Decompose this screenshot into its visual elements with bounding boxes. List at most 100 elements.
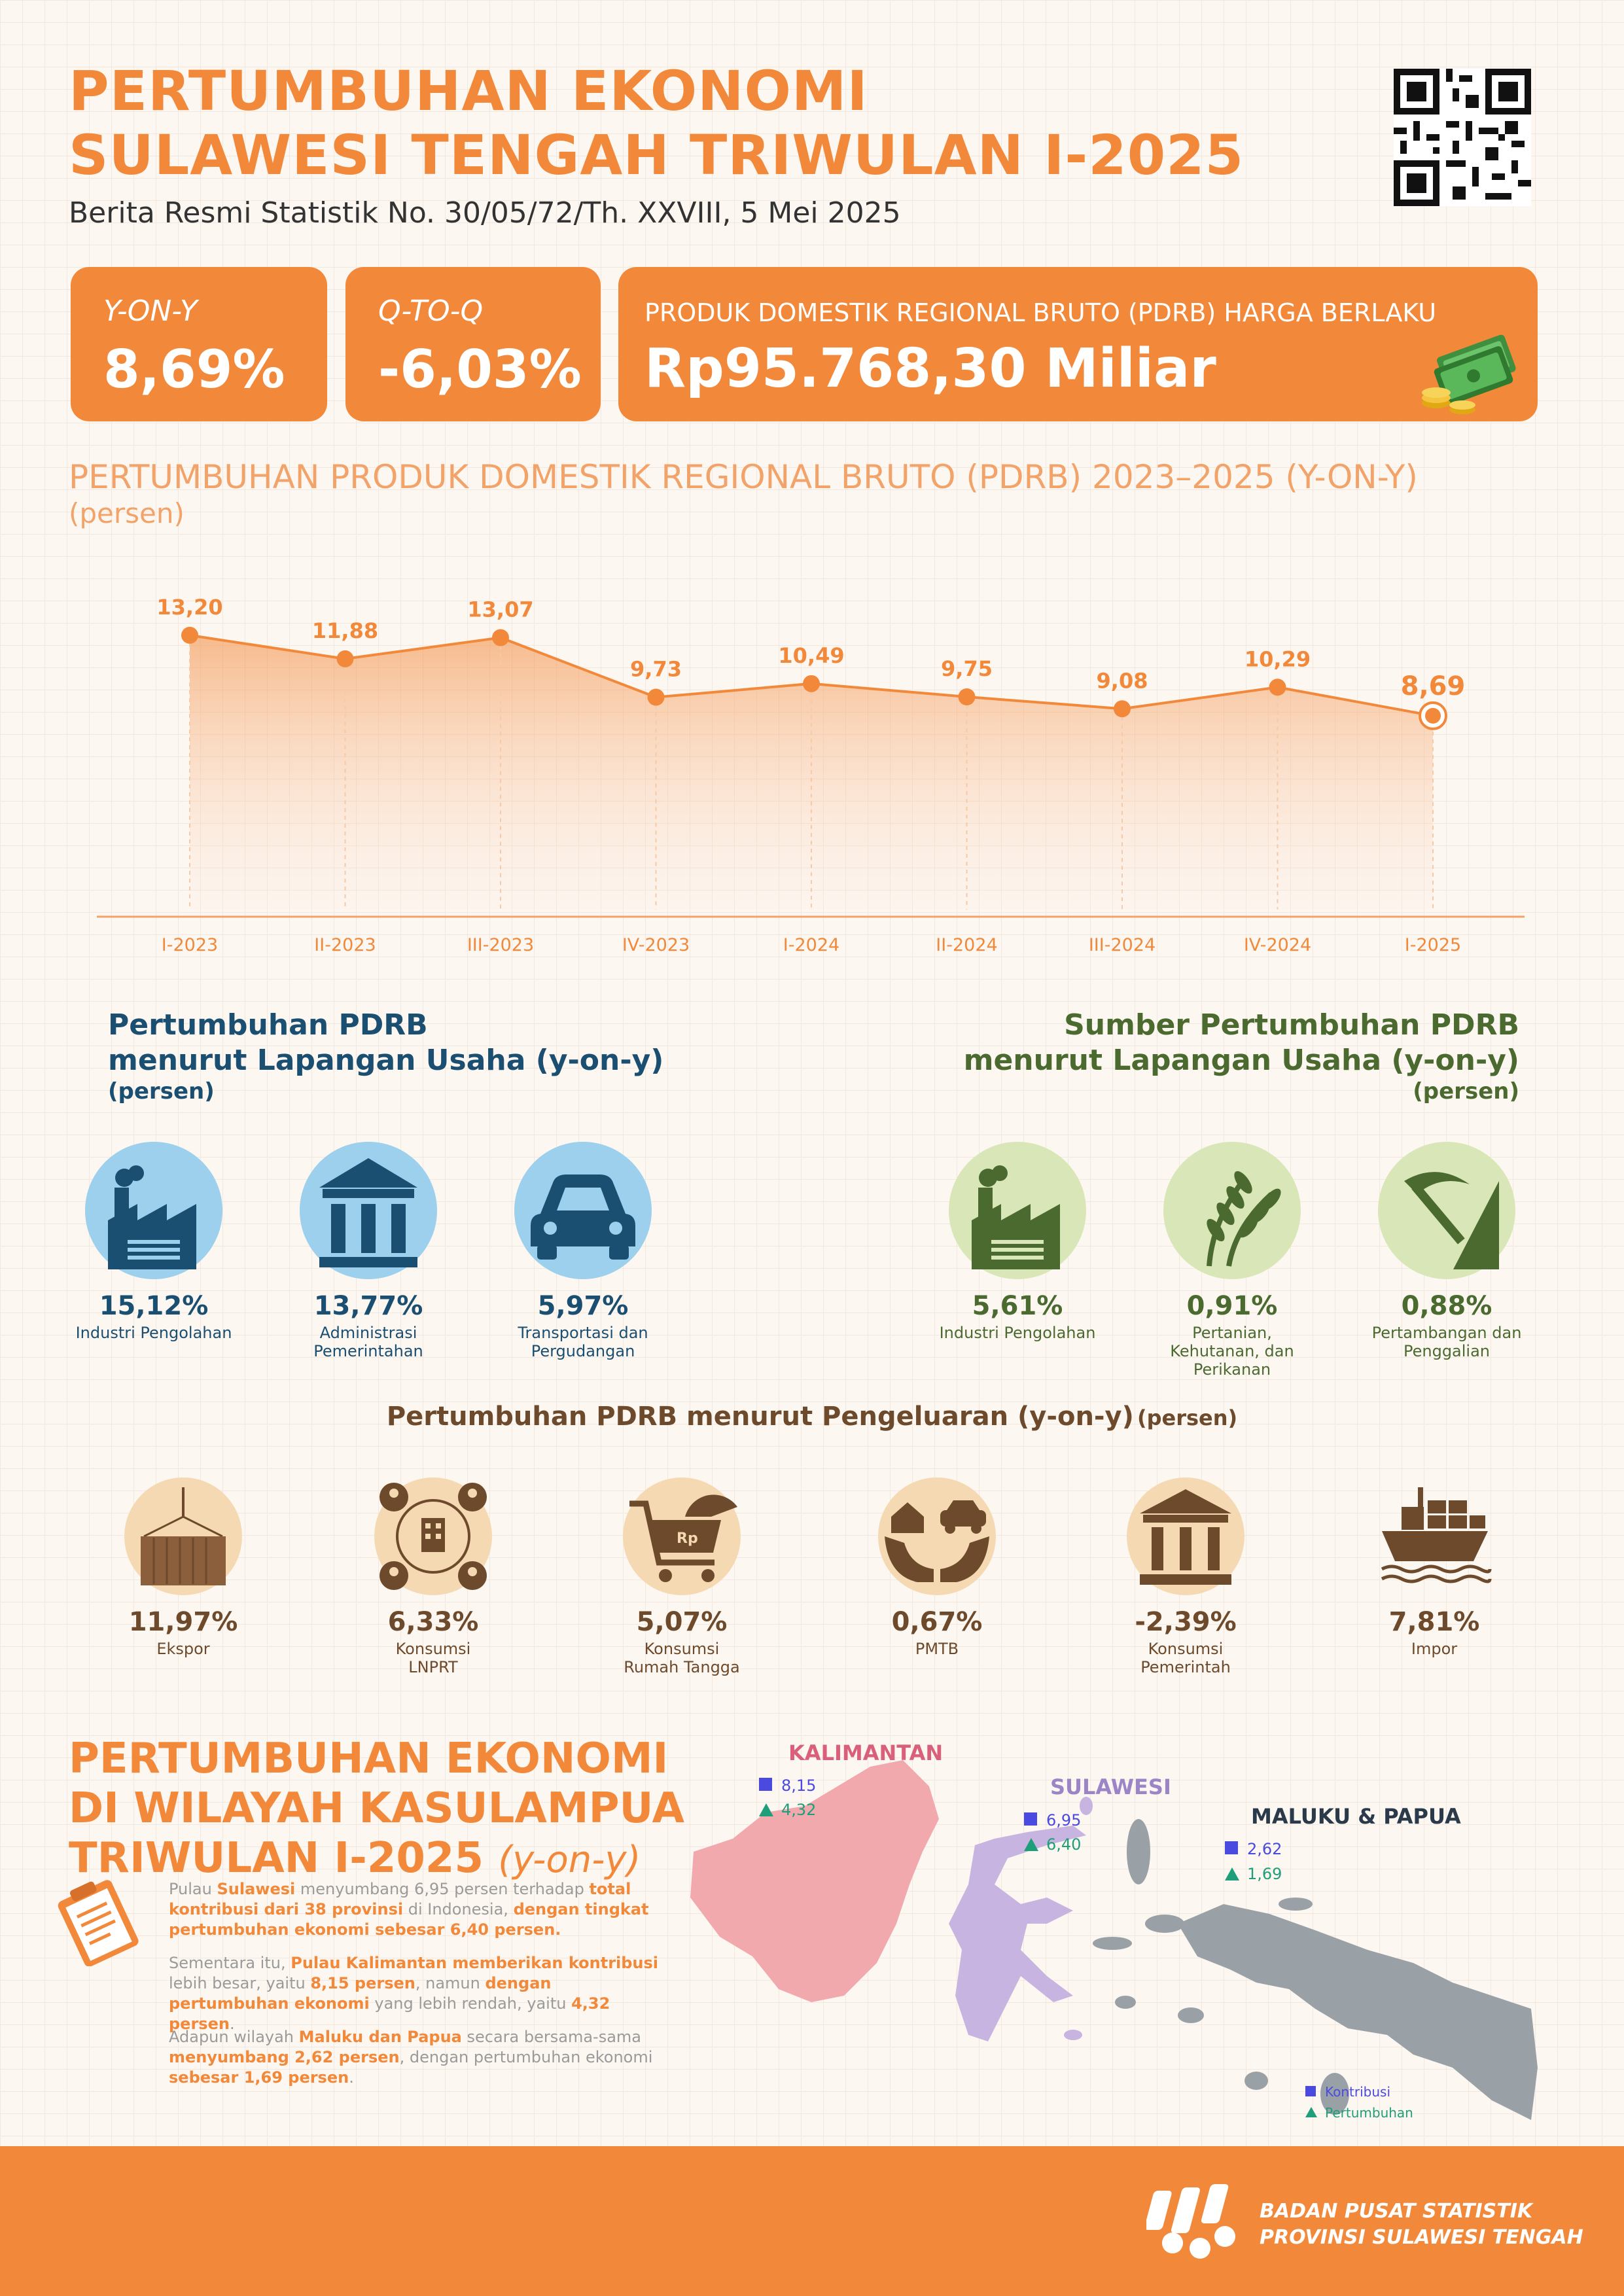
chart-tick-label: III-2023: [467, 935, 534, 955]
qr-code-icon: [1394, 69, 1531, 206]
qtq-value: -6,03%: [378, 339, 582, 400]
factory-icon: [949, 1142, 1086, 1279]
page-title: PERTUMBUHAN EKONOMI SULAWESI TENGAH TRIW…: [69, 59, 1345, 187]
wheat-icon: [1163, 1142, 1301, 1279]
lapangan-heading: Pertumbuhan PDRB menurut Lapangan Usaha …: [108, 1008, 663, 1104]
chart-data-label: 9,73: [630, 657, 682, 682]
chart-tick-label: II-2024: [936, 935, 997, 955]
sulawesi-kontribusi: 6,95: [1024, 1811, 1081, 1829]
chart-point: [492, 629, 509, 646]
pengeluaran-value: 6,33%: [387, 1607, 479, 1637]
map-legend: Kontribusi Pertumbuhan: [1305, 2084, 1413, 2121]
kasulampua-title-suffix: (y-on-y): [498, 1839, 641, 1881]
region-label-sulawesi: SULAWESI: [1050, 1775, 1171, 1799]
yoy-value: 8,69%: [103, 339, 285, 400]
pengeluaran-caption: Konsumsi Pemerintah: [1140, 1640, 1231, 1676]
kasulampua-map: [690, 1760, 1538, 2120]
pdrb-value: Rp95.768,30 Miliar: [644, 338, 1216, 400]
chart-tick-label: III-2024: [1089, 935, 1156, 955]
chart-tick-label: IV-2024: [1244, 935, 1311, 955]
chart-data-label: 9,08: [1097, 668, 1148, 693]
pengeluaran-heading: Pertumbuhan PDRB menurut Pengeluaran (y-…: [0, 1399, 1624, 1434]
cargo-ship-icon: [1375, 1477, 1493, 1595]
chart-data-label: 11,88: [312, 618, 378, 643]
chart-point: [647, 688, 665, 706]
chart-point: [1269, 679, 1286, 696]
pertumbuhan-marker-icon: [1225, 1867, 1239, 1881]
kalimantan-pertumbuhan: 4,32: [759, 1801, 816, 1819]
chart-point: [958, 688, 976, 705]
money-stack-icon: [1422, 334, 1516, 414]
pengeluaran-item-lnprt: 6,33% Konsumsi LNPRT: [348, 1477, 518, 1676]
pdrb-card: PRODUK DOMESTIK REGIONAL BRUTO (PDRB) HA…: [618, 267, 1538, 421]
community-icon: [374, 1477, 492, 1595]
kontribusi-legend-icon: [1305, 2086, 1316, 2096]
government-building-icon: [1127, 1477, 1244, 1595]
kontribusi-marker-icon: [1225, 1841, 1238, 1854]
qtq-label: Q-TO-Q: [378, 294, 484, 328]
chart-data-label: 13,20: [156, 595, 222, 620]
lapangan-item-transportasi: 5,97% Transportasi dan Pergudangan: [498, 1142, 668, 1360]
pengeluaran-caption: PMTB: [915, 1640, 959, 1658]
chart-point: [1114, 700, 1131, 718]
kasulampua-paragraph-3: Adapun wilayah Maluku dan Papua secara b…: [169, 2028, 653, 2087]
chart-title: PERTUMBUHAN PRODUK DOMESTIK REGIONAL BRU…: [69, 458, 1418, 496]
chart-tick-label: I-2025: [1405, 935, 1461, 955]
lapangan-unit: (persen): [108, 1078, 215, 1104]
pdrb-line-chart: 13,20 11,88 13,07 9,73 10,49 9,75 9,08 10,29 8,6…: [97, 595, 1525, 955]
pengeluaran-value: -2,39%: [1135, 1607, 1237, 1637]
qr-code[interactable]: [1394, 69, 1531, 206]
sumber-value: 5,61%: [972, 1291, 1063, 1321]
hands-house-icon: [878, 1477, 996, 1595]
maluku-papua-shape: [1093, 1819, 1538, 2120]
factory-icon: [85, 1142, 222, 1279]
bps-logo-icon[interactable]: [1146, 2171, 1244, 2269]
page-subtitle: Berita Resmi Statistik No. 30/05/72/Th. …: [69, 196, 901, 230]
pdrb-label: PRODUK DOMESTIK REGIONAL BRUTO (PDRB) HA…: [644, 298, 1437, 327]
chart-point: [1425, 707, 1441, 724]
org-line-2: PROVINSI SULAWESI TENGAH: [1260, 2226, 1583, 2249]
chart-tick-label: II-2023: [314, 935, 376, 955]
container-icon: [124, 1477, 242, 1595]
footer-bar: [0, 2146, 1624, 2296]
title-line-2: SULAWESI TENGAH TRIWULAN I-2025: [69, 123, 1244, 187]
chart-tick-label: I-2023: [162, 935, 218, 955]
lapangan-value: 13,77%: [313, 1291, 423, 1321]
sumber-caption: Pertanian, Kehutanan, dan Perikanan: [1170, 1324, 1294, 1379]
small-islands: [1064, 1797, 1093, 2040]
chart-data-label: 13,07: [467, 597, 533, 622]
sumber-item-pertanian: 0,91% Pertanian, Kehutanan, dan Perikana…: [1147, 1142, 1317, 1379]
pengeluaran-item-impor: 7,81% Impor: [1349, 1477, 1519, 1658]
shopping-cart-icon: Rp: [623, 1477, 741, 1595]
kasulampua-title-2: DI WILAYAH KASULAMPUA: [69, 1784, 685, 1833]
clipboard-icon: [58, 1880, 139, 1966]
lapangan-title-1: Pertumbuhan PDRB: [108, 1008, 428, 1042]
maluku-papua-pertumbuhan: 1,69: [1225, 1865, 1282, 1883]
sumber-title-1: Sumber Pertumbuhan PDRB: [1064, 1008, 1519, 1042]
sumber-value: 0,88%: [1401, 1291, 1492, 1321]
org-line-1: BADAN PUSAT STATISTIK: [1260, 2200, 1533, 2223]
chart-tick-label: I-2024: [783, 935, 839, 955]
sumber-heading: Sumber Pertumbuhan PDRB menurut Lapangan…: [964, 1008, 1519, 1104]
pengeluaran-value: 5,07%: [636, 1607, 728, 1637]
maluku-papua-kontribusi: 2,62: [1225, 1840, 1282, 1858]
pengeluaran-unit: (persen): [1137, 1405, 1238, 1430]
kontribusi-marker-icon: [1024, 1812, 1037, 1826]
sumber-item-pertambangan: 0,88% Pertambangan dan Penggalian: [1362, 1142, 1532, 1360]
lapangan-caption: Administrasi Pemerintahan: [313, 1324, 423, 1360]
pickaxe-icon: [1378, 1142, 1515, 1279]
sumber-unit: (persen): [1413, 1078, 1519, 1104]
kalimantan-shape: [690, 1760, 939, 2002]
pengeluaran-title: Pertumbuhan PDRB menurut Pengeluaran (y-…: [386, 1402, 1134, 1432]
region-label-kalimantan: KALIMANTAN: [788, 1740, 944, 1765]
kontribusi-marker-icon: [759, 1778, 772, 1791]
qtq-card: Q-TO-Q -6,03%: [345, 267, 601, 421]
region-label-maluku-papua: MALUKU & PAPUA: [1251, 1804, 1461, 1829]
chart-unit: (persen): [69, 497, 185, 529]
pengeluaran-caption: Ekspor: [156, 1640, 210, 1658]
organization-name: BADAN PUSAT STATISTIK PROVINSI SULAWESI …: [1260, 2199, 1583, 2251]
kalimantan-kontribusi: 8,15: [759, 1776, 816, 1795]
sulawesi-pertumbuhan: 6,40: [1024, 1835, 1081, 1854]
kasulampua-title-1: PERTUMBUHAN EKONOMI: [69, 1735, 669, 1783]
yoy-card: Y-ON-Y 8,69%: [71, 267, 327, 421]
